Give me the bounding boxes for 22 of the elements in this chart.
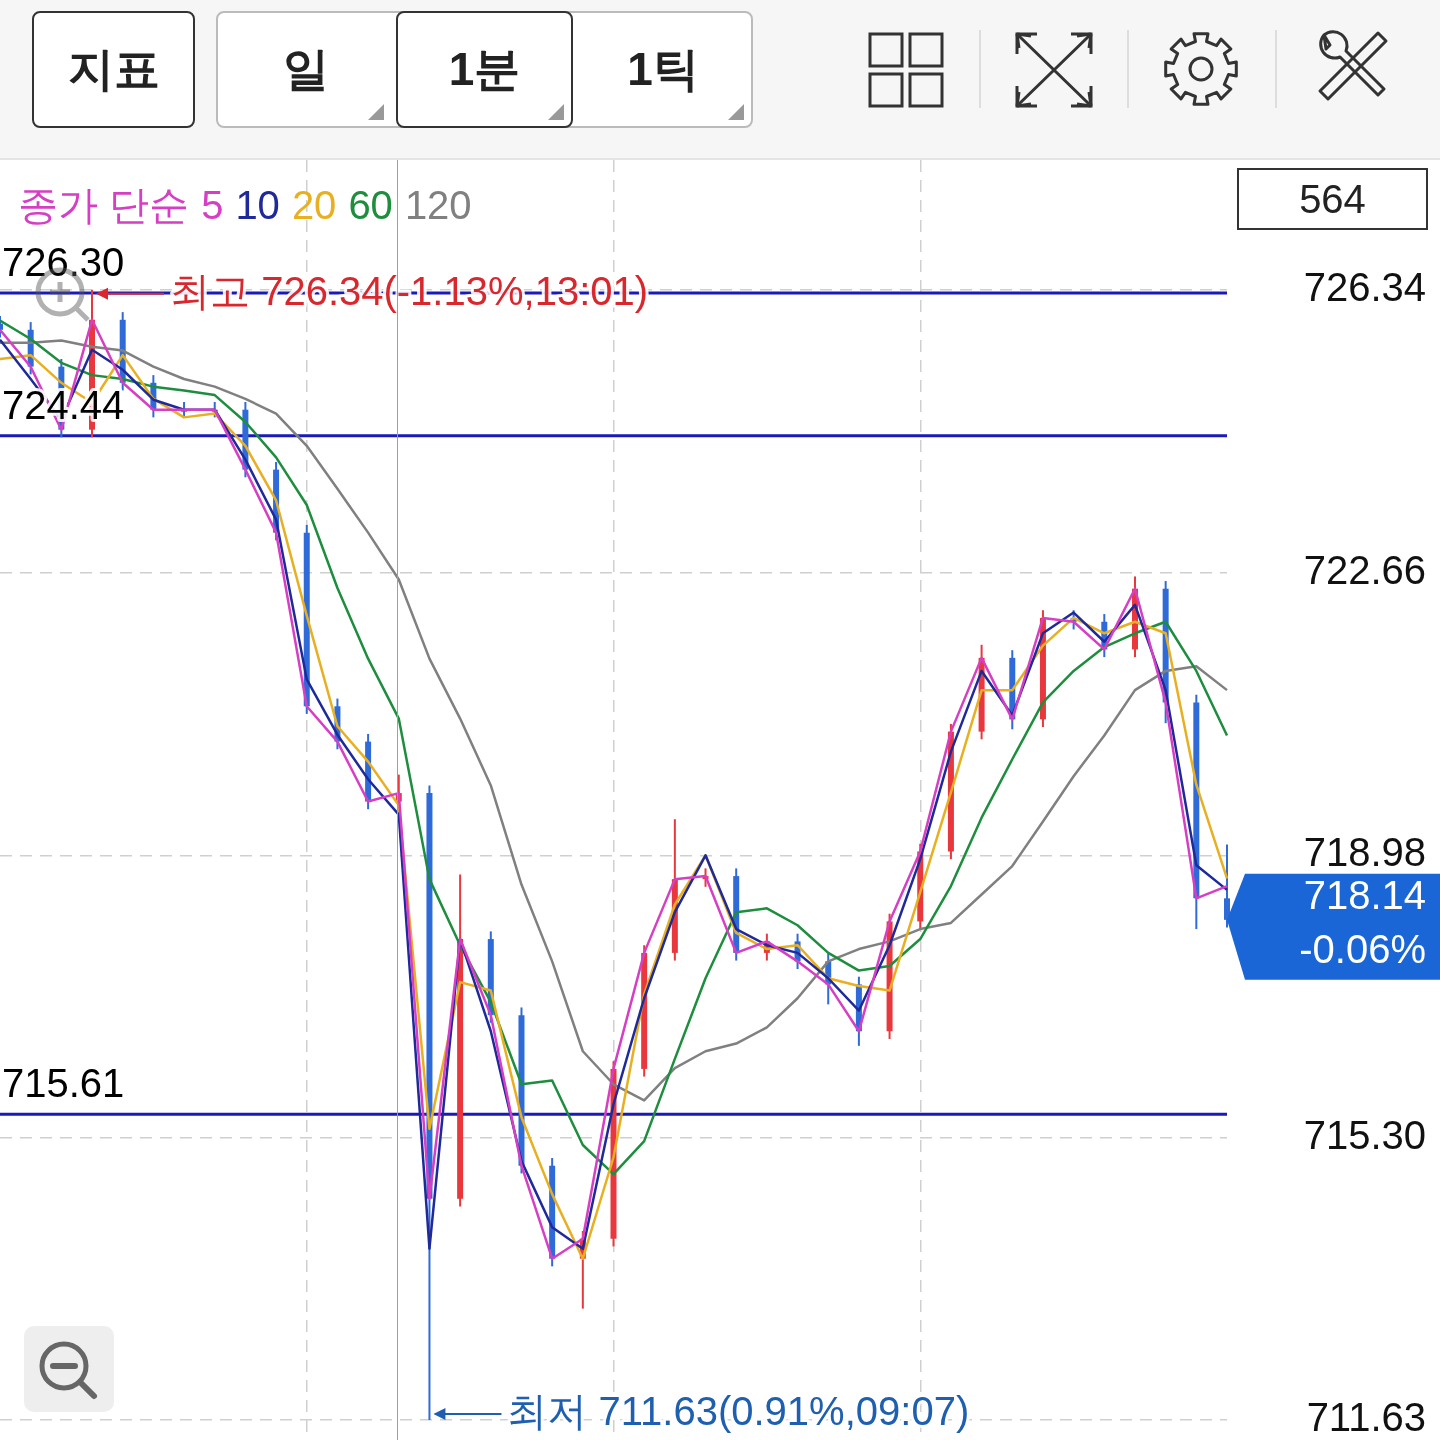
text: 120 (404, 183, 472, 227)
y-tick-label: 715.30 (1303, 1113, 1426, 1158)
ref-line-label: 715.61 (2, 1061, 125, 1106)
text: 1틱 (626, 41, 700, 97)
text: -0.06% (1299, 926, 1426, 971)
legend-title: 종가 단순 (18, 183, 190, 227)
text: 564 (1237, 168, 1428, 230)
y-tick-label: 718.98 (1303, 830, 1426, 875)
text: 20 (291, 183, 337, 227)
y-tick-label: 726.34 (1303, 264, 1426, 309)
text: 1분 (396, 11, 573, 128)
y-tick-label: 711.63 (1306, 1395, 1426, 1440)
candlestick (1224, 843, 1230, 929)
annotation: 최저 711.63(0.91%,09:07) (507, 1389, 970, 1434)
text: 60 (348, 183, 393, 227)
text: 지표 (32, 11, 195, 128)
text: 10 (235, 183, 280, 227)
y-tick-label: 722.66 (1303, 547, 1426, 592)
ref-line-label: 726.30 (2, 239, 125, 284)
text: 5 (201, 183, 224, 227)
text: 718.14 (1303, 872, 1426, 917)
text: 일 (282, 41, 330, 97)
